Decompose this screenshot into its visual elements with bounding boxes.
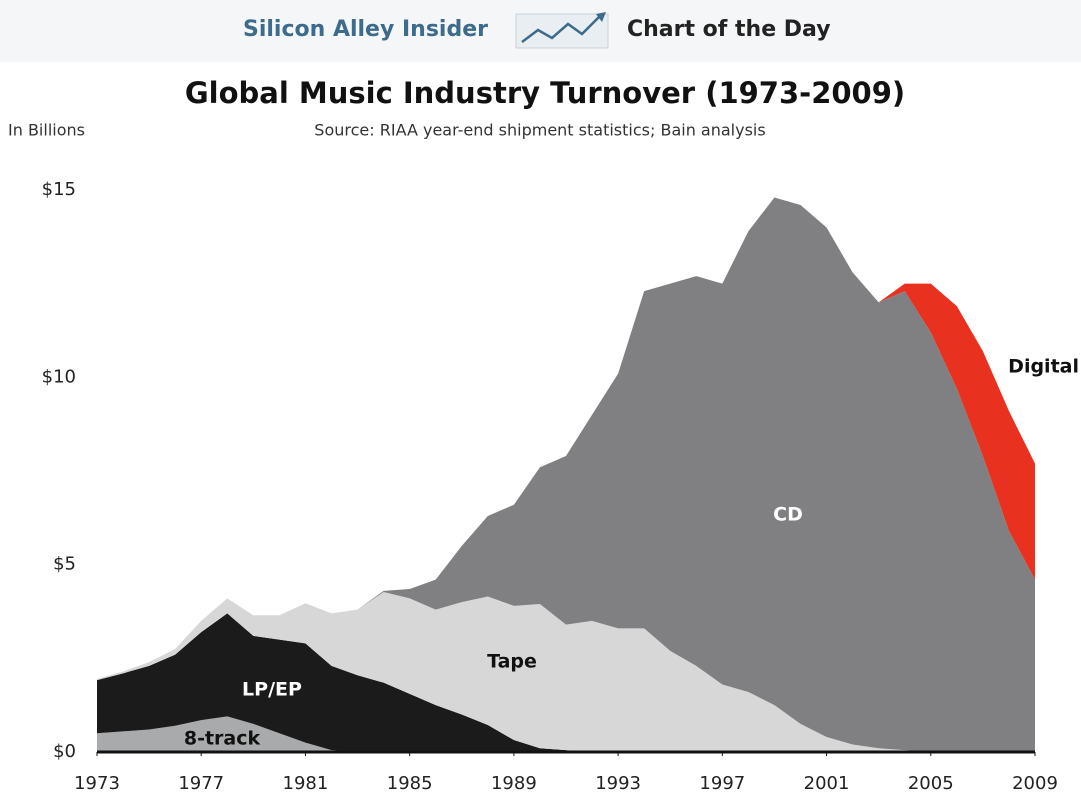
x-tick-label: 2005 [908,773,954,794]
x-tick-label: 2001 [804,773,850,794]
area [97,592,1035,752]
x-tick-label: 1973 [74,773,120,794]
series-label: Tape [487,651,537,673]
y-tick-label: $10 [42,366,76,387]
x-tick-label: 1989 [491,773,537,794]
x-tick-label: 1977 [178,773,224,794]
chart-title: Global Music Industry Turnover (1973-200… [185,76,905,110]
brand: Silicon Alley Insider [243,17,488,42]
series-label: 8-track [184,728,261,750]
y-tick-label: $5 [53,554,76,575]
x-tick-label: 1997 [699,773,745,794]
series-label: LP/EP [242,679,302,701]
area [97,613,1035,752]
y-tick-label: $0 [53,741,76,762]
x-tick-label: 1981 [283,773,329,794]
area [97,197,1035,752]
series-label: Digital [1008,356,1079,378]
x-tick-label: 1985 [387,773,433,794]
y-tick-label: $15 [42,179,76,200]
tagline: Chart of the Day [627,17,831,42]
header-icon [515,12,609,49]
chart-subtitle: Source: RIAA year-end shipment statistic… [314,121,765,140]
series-label: CD [773,504,803,526]
x-tick-label: 1993 [595,773,641,794]
x-tick-label: 2009 [1012,773,1058,794]
y-axis-label: In Billions [8,121,85,140]
area [97,716,1035,752]
